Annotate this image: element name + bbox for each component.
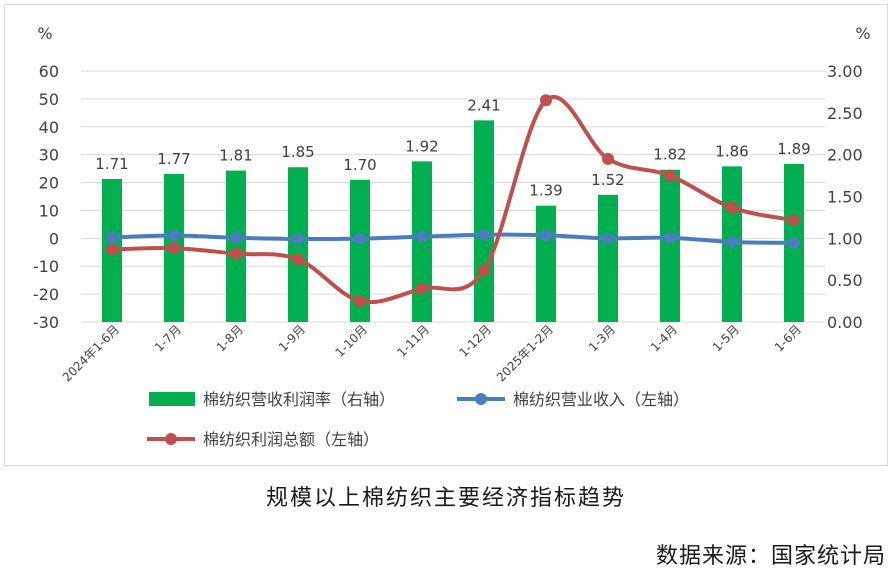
left-tick-label: 30 (39, 146, 59, 165)
left-tick-label: -10 (33, 257, 59, 276)
series-point (602, 232, 614, 245)
bar-data-label: 1.52 (591, 171, 624, 189)
right-tick-label: 2.50 (827, 104, 863, 123)
bar-data-label: 1.71 (95, 155, 128, 173)
series-point (478, 228, 490, 241)
series-point (540, 94, 552, 107)
bar (350, 179, 370, 322)
bar-data-label: 1.82 (653, 146, 686, 164)
series-line (111, 95, 795, 305)
left-tick-label: 50 (39, 90, 59, 109)
right-tick-label: 0.50 (827, 271, 863, 290)
legend-swatch (149, 392, 195, 406)
legend-marker (475, 393, 487, 405)
series-point (416, 230, 428, 243)
series-point (230, 247, 242, 260)
series-point (168, 229, 180, 242)
series-point (106, 231, 118, 244)
bar-data-label: 1.85 (281, 143, 314, 161)
right-tick-label: 2.00 (827, 146, 863, 165)
category-label: 1-7月 (152, 322, 184, 354)
legend-marker (165, 433, 177, 445)
series-point (478, 264, 490, 277)
right-tick-label: 1.50 (827, 188, 863, 207)
series-point (106, 243, 118, 256)
left-tick-label: -20 (33, 285, 59, 304)
chart-caption: 规模以上棉纺织主要经济指标趋势 (265, 486, 626, 511)
series-point (292, 232, 304, 245)
category-label: 2024年1-6月 (60, 322, 122, 384)
right-axis-unit: % (855, 24, 870, 43)
legend-label: 棉纺织营收利润率（右轴） (203, 390, 395, 409)
bar (536, 205, 556, 322)
series-point (664, 231, 676, 244)
category-label: 1-9月 (276, 322, 308, 354)
bar-data-label: 1.92 (405, 137, 438, 155)
series-point (788, 236, 800, 249)
category-label: 1-6月 (772, 322, 804, 354)
series-point (602, 152, 614, 165)
right-tick-label: 1.00 (827, 229, 863, 248)
series-point (726, 201, 738, 214)
series-point (726, 235, 738, 248)
left-tick-label: 10 (39, 201, 59, 220)
series-point (354, 295, 366, 308)
chart-frame: 60 50 40 30 20 10 0 -10 -20 -30 3.00 2.50 2.00 1.50 1.… (4, 4, 888, 466)
data-source: 数据来源：国家统计局 (655, 544, 886, 569)
bar-data-label: 2.41 (467, 96, 500, 114)
right-tick-label: 0.00 (827, 313, 863, 332)
series-point (540, 229, 552, 242)
bar-data-label: 1.77 (157, 150, 190, 168)
series-point (788, 214, 800, 227)
category-label: 1-4月 (648, 322, 680, 354)
bar (474, 120, 494, 322)
category-label: 1-12月 (456, 322, 494, 360)
bar (226, 170, 246, 322)
left-tick-label: 60 (39, 62, 59, 81)
category-label: 1-8月 (214, 322, 246, 354)
series-point (168, 242, 180, 255)
left-tick-label: -30 (33, 313, 59, 332)
series-point (664, 169, 676, 182)
series-point (230, 231, 242, 244)
series-point (416, 282, 428, 295)
left-tick-label: 20 (39, 174, 59, 193)
bar (598, 194, 618, 322)
bar-data-label: 1.81 (219, 147, 252, 165)
category-label: 1-11月 (394, 322, 432, 360)
category-label: 1-5月 (710, 322, 742, 354)
bar-data-label: 1.89 (777, 140, 810, 158)
bar-data-label: 1.70 (343, 156, 376, 174)
chart: 60 50 40 30 20 10 0 -10 -20 -30 3.00 2.50 2.00 1.50 1.… (33, 24, 871, 449)
bar-data-label: 1.39 (529, 182, 562, 200)
right-tick-label: 3.00 (827, 62, 863, 81)
category-label: 2025年1-2月 (494, 322, 556, 384)
bar (660, 169, 680, 322)
left-tick-label: 40 (39, 118, 59, 137)
left-axis-unit: % (37, 24, 52, 43)
category-label: 1-10月 (332, 322, 370, 360)
left-tick-label: 0 (49, 229, 59, 248)
series-point (354, 232, 366, 245)
category-label: 1-3月 (586, 322, 618, 354)
bar-data-label: 1.86 (715, 142, 748, 160)
series-point (292, 253, 304, 266)
legend-label: 棉纺织利润总额（左轴） (203, 430, 379, 449)
legend-label: 棉纺织营业收入（左轴） (513, 390, 689, 409)
